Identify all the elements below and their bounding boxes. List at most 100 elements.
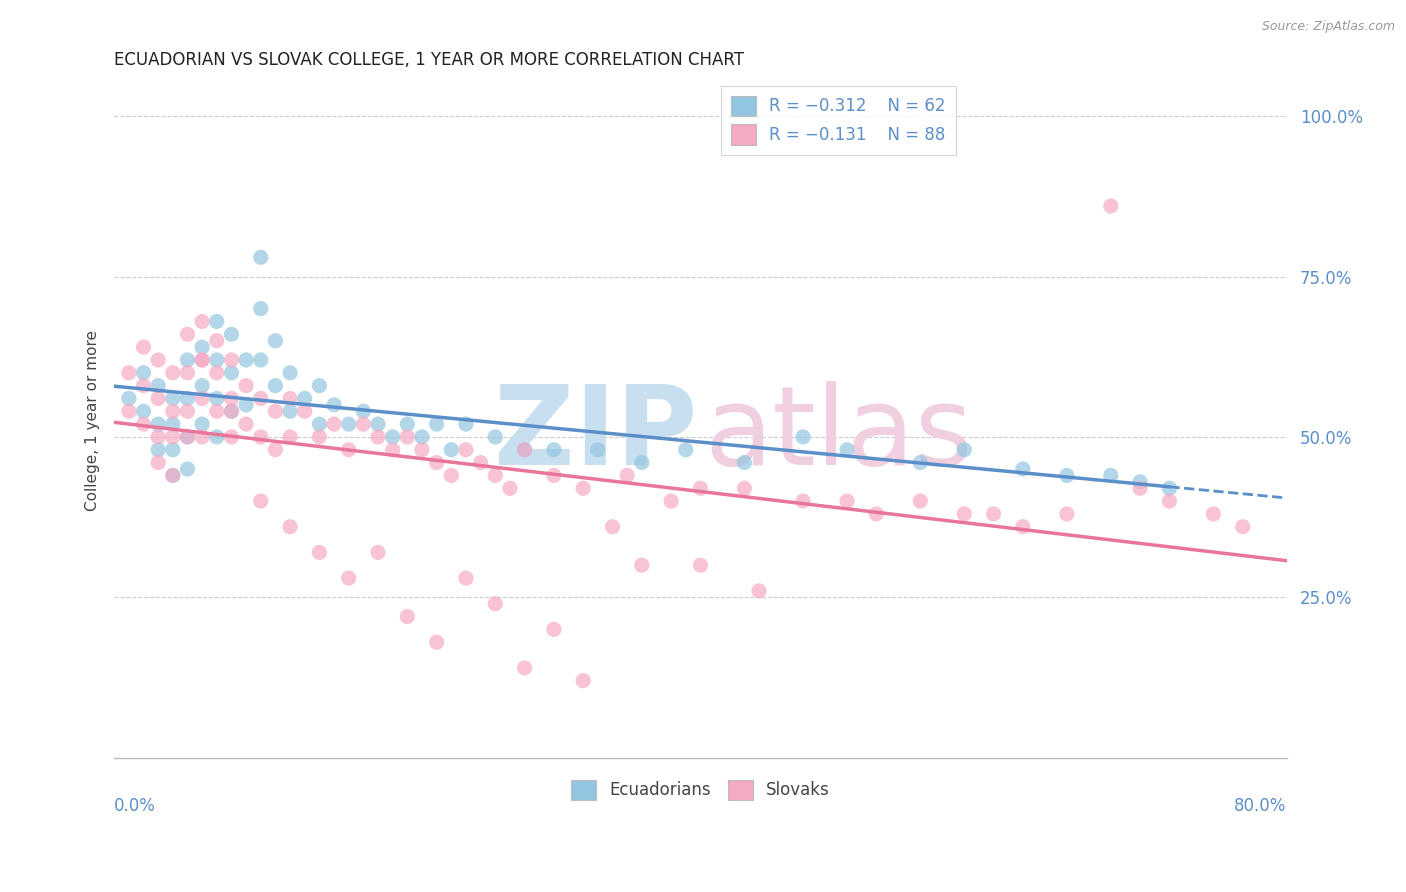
Text: 80.0%: 80.0% — [1234, 797, 1286, 814]
Point — [162, 468, 184, 483]
Point — [630, 558, 652, 573]
Point — [1129, 475, 1152, 489]
Point — [249, 494, 271, 508]
Point — [602, 520, 624, 534]
Point — [1056, 468, 1078, 483]
Point — [221, 430, 243, 444]
Point — [426, 417, 449, 431]
Point — [118, 404, 141, 418]
Y-axis label: College, 1 year or more: College, 1 year or more — [86, 330, 100, 511]
Point — [513, 442, 536, 457]
Point — [221, 392, 243, 406]
Point — [191, 353, 214, 368]
Point — [1159, 494, 1181, 508]
Point — [367, 545, 389, 559]
Point — [910, 456, 932, 470]
Point — [221, 327, 243, 342]
Point — [205, 314, 228, 328]
Point — [440, 468, 463, 483]
Point — [146, 430, 169, 444]
Point — [176, 462, 198, 476]
Point — [1159, 481, 1181, 495]
Legend: Ecuadorians, Slovaks: Ecuadorians, Slovaks — [564, 773, 837, 806]
Point — [249, 250, 271, 264]
Point — [264, 334, 287, 348]
Point — [323, 398, 346, 412]
Point — [337, 417, 360, 431]
Point — [278, 430, 301, 444]
Point — [235, 353, 257, 368]
Point — [132, 340, 155, 354]
Point — [440, 442, 463, 457]
Point — [191, 378, 214, 392]
Text: Source: ZipAtlas.com: Source: ZipAtlas.com — [1261, 20, 1395, 33]
Point — [411, 442, 433, 457]
Point — [162, 366, 184, 380]
Point — [146, 378, 169, 392]
Point — [191, 353, 214, 368]
Point — [454, 417, 477, 431]
Point — [221, 404, 243, 418]
Point — [352, 417, 374, 431]
Point — [426, 635, 449, 649]
Point — [162, 404, 184, 418]
Point — [953, 507, 976, 521]
Point — [278, 520, 301, 534]
Point — [659, 494, 682, 508]
Point — [543, 623, 565, 637]
Point — [337, 571, 360, 585]
Point — [176, 327, 198, 342]
Text: ECUADORIAN VS SLOVAK COLLEGE, 1 YEAR OR MORE CORRELATION CHART: ECUADORIAN VS SLOVAK COLLEGE, 1 YEAR OR … — [114, 51, 744, 69]
Point — [294, 404, 316, 418]
Point — [454, 571, 477, 585]
Point — [146, 417, 169, 431]
Point — [1056, 507, 1078, 521]
Point — [176, 366, 198, 380]
Point — [1012, 520, 1035, 534]
Point — [308, 417, 330, 431]
Point — [865, 507, 887, 521]
Point — [176, 430, 198, 444]
Point — [176, 430, 198, 444]
Point — [454, 442, 477, 457]
Point — [675, 442, 697, 457]
Point — [396, 609, 419, 624]
Point — [205, 366, 228, 380]
Point — [132, 404, 155, 418]
Point — [1129, 481, 1152, 495]
Point — [278, 404, 301, 418]
Point — [953, 442, 976, 457]
Point — [249, 392, 271, 406]
Point — [733, 456, 755, 470]
Point — [308, 430, 330, 444]
Point — [308, 378, 330, 392]
Point — [221, 353, 243, 368]
Point — [221, 404, 243, 418]
Point — [264, 378, 287, 392]
Point — [191, 392, 214, 406]
Point — [910, 494, 932, 508]
Point — [162, 442, 184, 457]
Point — [367, 417, 389, 431]
Point — [205, 404, 228, 418]
Point — [176, 353, 198, 368]
Point — [1202, 507, 1225, 521]
Point — [513, 661, 536, 675]
Point — [191, 417, 214, 431]
Point — [396, 417, 419, 431]
Text: atlas: atlas — [704, 381, 973, 488]
Point — [176, 392, 198, 406]
Point — [235, 398, 257, 412]
Point — [484, 468, 506, 483]
Point — [146, 392, 169, 406]
Point — [1232, 520, 1254, 534]
Point — [205, 430, 228, 444]
Point — [381, 442, 404, 457]
Point — [162, 430, 184, 444]
Point — [249, 353, 271, 368]
Point — [513, 442, 536, 457]
Point — [205, 334, 228, 348]
Point — [367, 430, 389, 444]
Point — [835, 442, 858, 457]
Point — [352, 404, 374, 418]
